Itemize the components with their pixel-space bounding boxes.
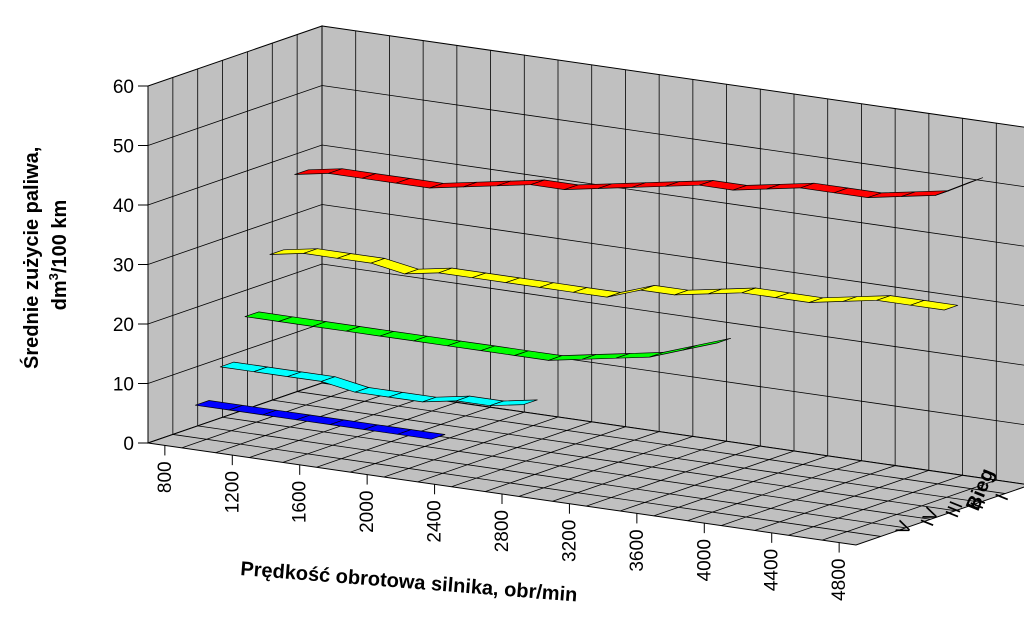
floor-depth-grid [350, 411, 525, 473]
floor-depth-grid [721, 465, 896, 526]
floor-depth-grid [518, 436, 693, 497]
floor-width-grid [197, 425, 906, 529]
floor-depth-grid [282, 402, 457, 463]
series-III-segment [682, 337, 732, 351]
floor-depth-grid [451, 426, 626, 488]
series-IV-segment [489, 399, 538, 407]
x-tick-label: 4400 [762, 549, 783, 591]
floor-depth-grid [788, 474, 963, 536]
x-tick-label: 4000 [694, 539, 715, 581]
y-axis-title-line2-prefix: dm [49, 280, 71, 310]
floor-depth-grid [249, 397, 424, 458]
horizontal-gridline [147, 263, 1024, 366]
floor-depth-grid [181, 387, 356, 449]
x-tick-label: 3600 [627, 529, 648, 571]
floor-depth-grid [653, 455, 828, 517]
floor-depth-grid [619, 450, 795, 512]
floor-width-grid [272, 399, 981, 503]
y-tick-label: 40 [113, 196, 134, 217]
y-axis-title-line1: Średnie zużycie paliwa, [19, 147, 43, 369]
x-tick-label: 2800 [492, 510, 513, 552]
y-tick-label: 20 [113, 315, 134, 336]
x-tick-label: 2000 [357, 491, 378, 533]
series-II [269, 248, 959, 311]
x-tick-label: 4800 [829, 559, 850, 601]
y-axis-title-line2-suffix: /100 km [49, 200, 71, 273]
floor-width-grid [222, 416, 931, 520]
floor-width-grid [172, 434, 881, 537]
x-axis-title: Prędkość obrotowa silnika, obr/min [240, 558, 579, 606]
y-axis-title-line2-sup: 3 [46, 273, 61, 280]
floor-depth-grid [383, 416, 559, 478]
series-II-segment [910, 300, 959, 311]
chart-series [194, 168, 984, 440]
series-I-segment [934, 177, 984, 196]
floor-depth-grid [215, 392, 390, 454]
floor-depth-grid [417, 421, 592, 483]
depth-tick-label: III [942, 498, 967, 521]
floor-depth-grid [754, 470, 929, 531]
floor-depth-grid [552, 440, 727, 502]
series-I [294, 168, 984, 198]
y-tick-label: 50 [113, 137, 134, 158]
x-tick-label: 1600 [290, 481, 311, 523]
floor-depth-grid [822, 479, 997, 541]
x-tick-label: 800 [155, 461, 176, 493]
series-V [194, 400, 446, 440]
horizontal-gridline [147, 85, 1024, 188]
y-tick-label: 10 [113, 375, 134, 396]
series-III [244, 311, 732, 361]
horizontal-gridline [147, 144, 1024, 247]
chart-gridlines [147, 30, 1024, 541]
x-tick-label: 3200 [559, 520, 580, 562]
chart-walls [147, 25, 1024, 546]
y-tick-label: 30 [113, 256, 134, 277]
x-tick-label: 2400 [425, 500, 446, 542]
series-IV [219, 361, 538, 407]
floor-depth-grid [316, 406, 491, 468]
y-axis-title: Średnie zużycie paliwa, dm3/100 km [19, 141, 71, 369]
floor-depth-grid [485, 431, 660, 492]
x-tick-label: 1200 [222, 471, 243, 513]
series-V-segment [397, 429, 446, 440]
floor-depth-grid [586, 445, 761, 507]
floor-depth-grid [687, 460, 862, 522]
floor-width-grid [297, 391, 1006, 494]
horizontal-gridline [147, 204, 1024, 307]
y-tick-label: 0 [123, 434, 134, 455]
y-tick-label: 60 [113, 77, 134, 98]
